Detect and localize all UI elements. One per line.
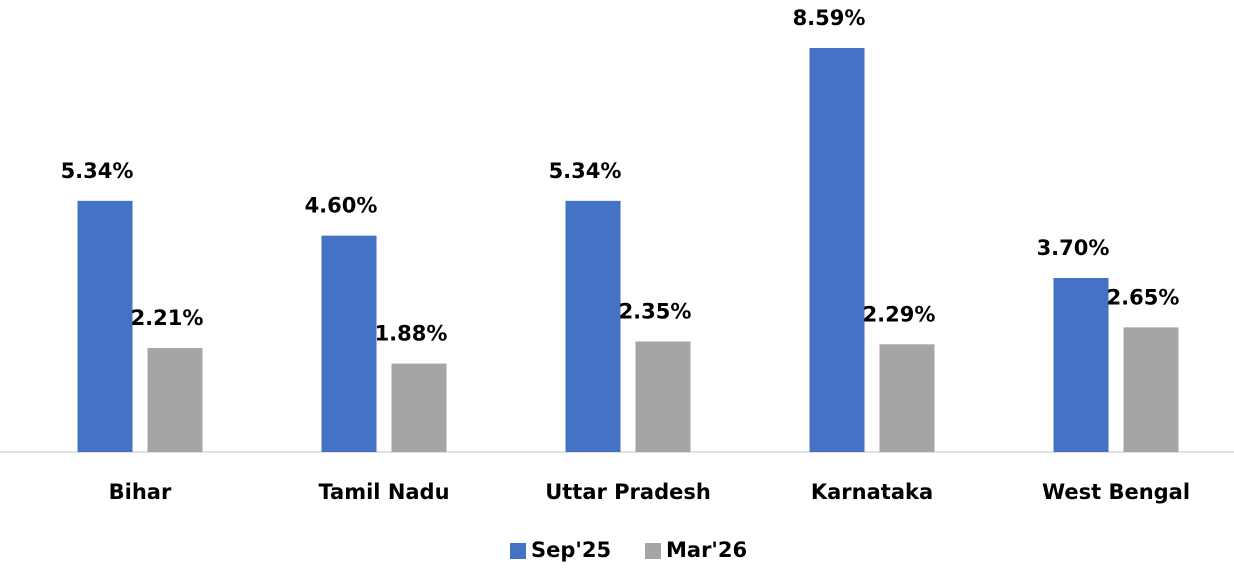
bar (77, 200, 133, 452)
x-tick-label: Karnataka (811, 480, 933, 504)
legend-swatch (645, 543, 661, 559)
bar (809, 48, 865, 452)
data-label: 2.21% (131, 306, 204, 330)
bar (321, 235, 377, 452)
data-label: 2.35% (619, 299, 692, 323)
data-label: 2.65% (1107, 285, 1180, 309)
data-label: 5.34% (549, 159, 622, 183)
data-label: 2.29% (863, 302, 936, 326)
x-tick-label: Bihar (109, 480, 172, 504)
data-label: 4.60% (305, 194, 378, 218)
legend-label: Mar'26 (666, 538, 747, 562)
data-label: 3.70% (1037, 236, 1110, 260)
data-label: 5.34% (61, 159, 134, 183)
bar (565, 200, 621, 452)
data-label: 8.59% (793, 6, 866, 30)
bar (391, 363, 447, 452)
legend-label: Sep'25 (531, 538, 611, 562)
x-tick-label: Uttar Pradesh (545, 480, 711, 504)
bar (1123, 327, 1179, 452)
data-label: 1.88% (375, 322, 448, 346)
bar (879, 344, 935, 452)
legend-swatch (510, 543, 526, 559)
bar (635, 341, 691, 452)
x-tick-label: Tamil Nadu (318, 480, 449, 504)
x-tick-label: West Bengal (1042, 480, 1190, 504)
bar (147, 348, 203, 452)
bar (1053, 277, 1109, 452)
